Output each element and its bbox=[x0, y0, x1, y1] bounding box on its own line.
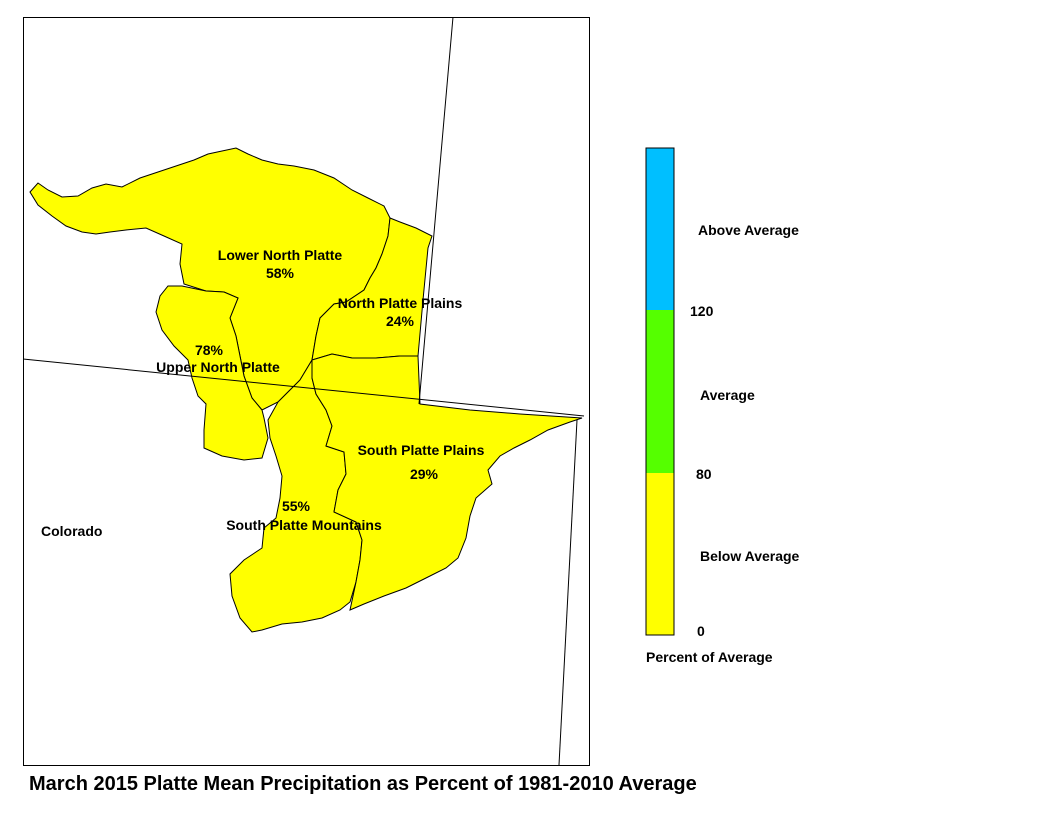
basin-name-south-platte-plains: South Platte Plains bbox=[358, 442, 485, 458]
legend-label-above-average: Above Average bbox=[698, 222, 799, 238]
basin-name-upper-north-platte: Upper North Platte bbox=[156, 359, 280, 375]
legend-label-below-average: Below Average bbox=[700, 548, 800, 564]
boundary-line-north-south bbox=[418, 16, 454, 405]
state-boundaries bbox=[22, 16, 585, 766]
boundary-line-east-west bbox=[22, 358, 585, 417]
boundary-line-east bbox=[558, 419, 578, 766]
basin-name-south-platte-mountains: South Platte Mountains bbox=[226, 517, 382, 533]
state-label-colorado: Colorado bbox=[41, 523, 102, 539]
basin-percent-lower-north-platte: 58% bbox=[266, 265, 295, 281]
legend-swatch-above-average bbox=[646, 148, 674, 310]
basin-percent-south-platte-plains: 29% bbox=[410, 466, 439, 482]
basin-name-north-platte-plains: North Platte Plains bbox=[338, 295, 463, 311]
basin-percent-north-platte-plains: 24% bbox=[386, 313, 415, 329]
basin-name-lower-north-platte: Lower North Platte bbox=[218, 247, 343, 263]
legend-tick-80: 80 bbox=[696, 466, 712, 482]
legend-swatch-average bbox=[646, 310, 674, 473]
legend-bar-outline bbox=[645, 147, 675, 636]
legend-label-average: Average bbox=[700, 387, 755, 403]
basin-upper-north-platte[interactable] bbox=[155, 285, 269, 461]
legend-tick-0: 0 bbox=[697, 623, 705, 639]
map-labels: Lower North Platte 58% North Platte Plai… bbox=[41, 247, 485, 539]
legend: Above Average Average Below Average 120 … bbox=[645, 147, 800, 665]
map-title: March 2015 Platte Mean Precipitation as … bbox=[29, 773, 697, 795]
basin-percent-south-platte-mountains: 55% bbox=[282, 498, 311, 514]
basin-south-platte-plains[interactable] bbox=[311, 353, 583, 611]
legend-tick-120: 120 bbox=[690, 303, 714, 319]
legend-title: Percent of Average bbox=[646, 649, 773, 665]
basins-layer bbox=[29, 147, 583, 633]
basin-percent-upper-north-platte: 78% bbox=[195, 342, 224, 358]
legend-swatch-below-average bbox=[646, 473, 674, 635]
